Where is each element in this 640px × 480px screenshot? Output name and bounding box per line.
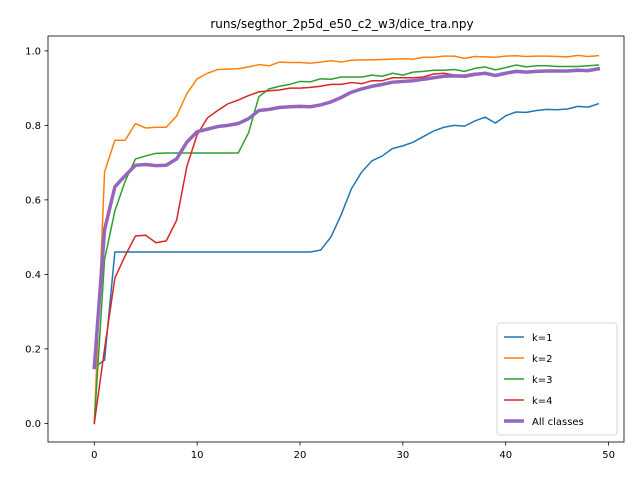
legend-label-2: k=3: [532, 375, 553, 386]
y-tick-label: 1.0: [25, 46, 41, 57]
y-tick-label: 0.6: [25, 195, 41, 206]
legend: k=1 k=2 k=3 k=4 All classes: [496, 322, 618, 436]
x-tick-label: 50: [602, 450, 615, 461]
x-tick-label: 0: [91, 450, 97, 461]
axes-layer: 0 10 20 30 40 50 0.0 0.2 0.4 0.6 0.8 1.0: [25, 35, 625, 461]
y-tick-label: 0.2: [25, 344, 41, 355]
series-line-1: [93, 54, 600, 425]
legend-label-3: k=4: [532, 396, 553, 407]
y-tick-label: 0.8: [25, 121, 41, 132]
y-tick-label: 0.0: [25, 419, 41, 430]
series-line-4: [92, 66, 601, 370]
legend-label-1: k=2: [532, 354, 553, 365]
y-tick-label: 0.4: [25, 270, 41, 281]
x-tick-label: 20: [294, 450, 307, 461]
x-tick-label: 30: [396, 450, 409, 461]
legend-label-4: All classes: [532, 417, 584, 428]
legend-label-0: k=1: [532, 333, 553, 344]
series-line-0: [93, 102, 600, 369]
legend-box: [496, 322, 618, 436]
series-layer: [92, 54, 601, 425]
x-tick-label: 10: [191, 450, 204, 461]
axes-frame: [47, 35, 625, 443]
chart-title: runs/segthor_2p5d_e50_c2_w3/dice_tra.npy: [210, 17, 473, 31]
x-tick-label: 40: [499, 450, 512, 461]
